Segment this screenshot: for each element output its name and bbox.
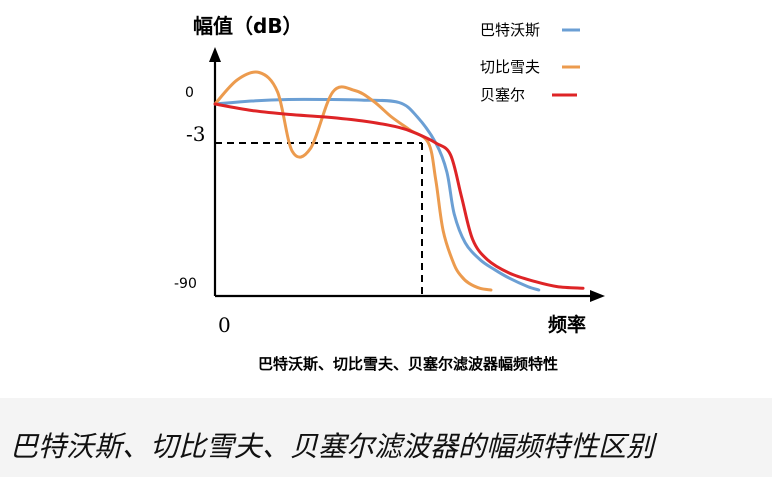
chart: 幅值（dB） 0 -3 -90 0 频率 巴特沃斯 切比雪夫 贝塞尔 巴特沃斯、… (174, 14, 605, 373)
legend: 巴特沃斯 切比雪夫 贝塞尔 (480, 21, 580, 104)
legend-label-chebyshev: 切比雪夫 (480, 58, 540, 76)
series-line-bessel (213, 102, 585, 290)
legend-label-butterworth: 巴特沃斯 (480, 21, 540, 39)
y-tick-minus3: -3 (186, 122, 205, 146)
caption-band (0, 398, 772, 477)
x-axis-title: 频率 (548, 313, 586, 336)
x-tick-0: 0 (218, 313, 231, 337)
series-line-butterworth (213, 97, 541, 292)
series-layer (213, 70, 585, 292)
caption: 巴特沃斯、切比雪夫、贝塞尔滤波器的幅频特性区别 (10, 430, 655, 463)
chart-subtitle: 巴特沃斯、切比雪夫、贝塞尔滤波器幅频特性 (258, 355, 558, 373)
x-axis-arrow (590, 290, 605, 302)
series-line-chebyshev (213, 70, 493, 292)
y-axis-arrow (209, 47, 221, 62)
y-tick-0: 0 (185, 85, 194, 101)
y-tick-minus90: -90 (174, 276, 197, 292)
legend-label-bessel: 贝塞尔 (480, 86, 525, 104)
y-axis-title: 幅值（dB） (193, 14, 303, 38)
